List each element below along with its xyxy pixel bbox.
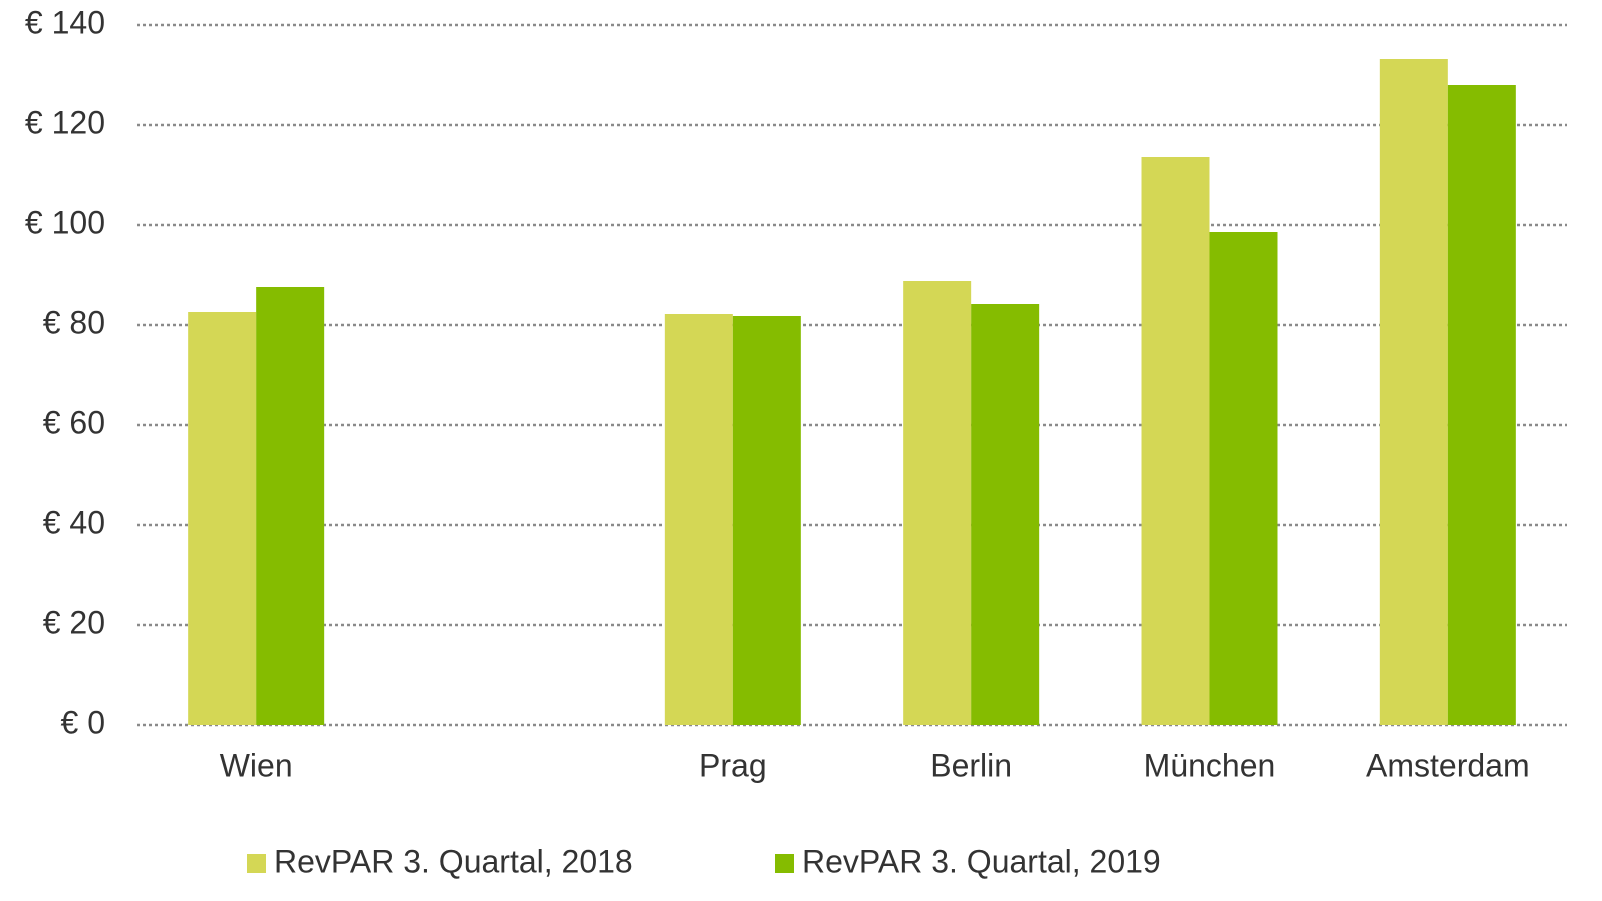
legend-swatch: [775, 854, 794, 873]
x-tick-label: Prag: [699, 747, 767, 783]
x-tick-label: München: [1144, 747, 1276, 783]
bar: [1141, 157, 1210, 725]
legend-label: RevPAR 3. Quartal, 2018: [274, 843, 633, 879]
bar: [188, 312, 257, 725]
bar: [903, 281, 972, 725]
bar: [664, 314, 733, 725]
y-tick-label: € 140: [25, 4, 105, 40]
bar: [1447, 85, 1516, 725]
bar: [1379, 59, 1448, 725]
y-tick-label: € 80: [43, 304, 105, 340]
y-tick-label: € 0: [61, 704, 105, 740]
bar: [1209, 232, 1278, 725]
y-tick-label: € 40: [43, 504, 105, 540]
bar: [256, 287, 325, 725]
legend-label: RevPAR 3. Quartal, 2019: [802, 843, 1161, 879]
x-tick-label: Berlin: [930, 747, 1012, 783]
y-tick-label: € 100: [25, 204, 105, 240]
y-tick-label: € 120: [25, 104, 105, 140]
x-tick-label: Wien: [220, 747, 293, 783]
y-tick-label: € 20: [43, 604, 105, 640]
x-tick-label: Amsterdam: [1366, 747, 1530, 783]
legend-swatch: [247, 854, 266, 873]
bar: [732, 316, 801, 725]
bar: [971, 304, 1040, 725]
y-tick-label: € 60: [43, 404, 105, 440]
